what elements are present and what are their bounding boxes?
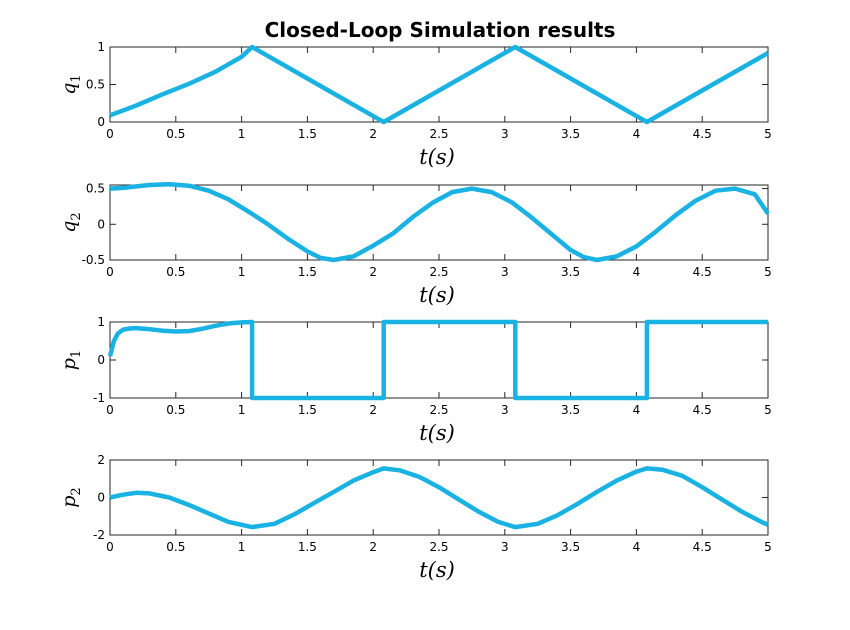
yaxis-label: q2 xyxy=(58,212,84,232)
xaxis-label: t(s) xyxy=(419,283,455,307)
yaxis-label-subscript: 1 xyxy=(69,350,84,358)
xtick-label: 4.5 xyxy=(693,127,712,141)
ytick-label: 0 xyxy=(97,353,105,367)
subplots-container: 0 0.5 1 1.5 2 2.5 3 3.5 4 4.5 500.51t(s)q10 0.5 1 1.5… xyxy=(58,40,772,582)
xtick-label: 4 xyxy=(633,403,641,417)
xtick-label: 1 xyxy=(238,540,246,554)
xtick-label: 3 xyxy=(501,265,509,279)
axes-frame-3 xyxy=(109,321,769,399)
xtick-label: 2.5 xyxy=(429,265,448,279)
xtick-label: 1 xyxy=(238,265,246,279)
yaxis-label-main: p xyxy=(58,496,80,508)
xtick-label: 4 xyxy=(633,127,641,141)
xtick-label: 2.5 xyxy=(429,540,448,554)
yaxis-label-subscript: 2 xyxy=(69,487,84,495)
xtick-label: 0.5 xyxy=(166,540,185,554)
axes-frame-4 xyxy=(109,459,769,536)
subplot-2: 0 0.5 1 1.5 2 2.5 3 3.5 4 4.5 5-0.500.5t(s)q2 xyxy=(58,182,772,307)
series-line-2 xyxy=(109,182,770,263)
xtick-label: 1 xyxy=(238,127,246,141)
xaxis-label: t(s) xyxy=(419,145,455,169)
yaxis-label-main: p xyxy=(58,358,80,370)
xtick-label: 1.5 xyxy=(298,127,317,141)
ytick-label: -1 xyxy=(93,391,105,405)
xtick-label: 3 xyxy=(501,403,509,417)
ytick-label: 2 xyxy=(97,453,105,467)
xtick-label: 5 xyxy=(764,127,772,141)
xtick-label: 5 xyxy=(764,540,772,554)
yaxis-label: q1 xyxy=(58,74,84,94)
xaxis-label: t(s) xyxy=(419,421,455,445)
xtick-label: 2 xyxy=(369,540,377,554)
series-line-4 xyxy=(109,466,769,530)
ytick-label: 1 xyxy=(97,315,105,329)
xtick-label: 1.5 xyxy=(298,540,317,554)
xtick-label: 0.5 xyxy=(166,127,185,141)
xtick-label: 5 xyxy=(764,403,772,417)
xtick-label: 3 xyxy=(501,540,509,554)
xtick-label: 0 xyxy=(106,403,114,417)
xtick-label: 3.5 xyxy=(561,127,580,141)
axes-frame-1 xyxy=(109,46,769,123)
yaxis-label: p1 xyxy=(58,350,84,370)
ytick-label: 0.5 xyxy=(86,78,105,92)
yaxis-label-main: q xyxy=(58,221,80,233)
xtick-label: 1 xyxy=(238,403,246,417)
yaxis-label-subscript: 1 xyxy=(69,74,84,82)
xtick-label: 2.5 xyxy=(429,127,448,141)
xtick-label: 3.5 xyxy=(561,540,580,554)
xtick-label: 0 xyxy=(106,127,114,141)
xtick-label: 5 xyxy=(764,265,772,279)
ytick-label: 0 xyxy=(97,491,105,505)
xtick-label: 4 xyxy=(633,265,641,279)
subplot-1: 0 0.5 1 1.5 2 2.5 3 3.5 4 4.5 500.51t(s)q1 xyxy=(58,40,772,169)
xtick-label: 2 xyxy=(369,403,377,417)
ytick-label: 1 xyxy=(97,40,105,54)
chart-title: Closed-Loop Simulation results xyxy=(265,18,616,42)
ytick-label: 0 xyxy=(97,217,105,231)
xtick-label: 2 xyxy=(369,127,377,141)
xtick-label: 4.5 xyxy=(693,540,712,554)
yaxis-label-main: q xyxy=(58,83,80,95)
series-line-1 xyxy=(109,44,770,125)
xtick-label: 4.5 xyxy=(693,403,712,417)
xtick-label: 0.5 xyxy=(166,403,185,417)
series-line-3 xyxy=(108,319,768,401)
ytick-label: 0 xyxy=(97,115,105,129)
xtick-label: 0.5 xyxy=(166,265,185,279)
xtick-label: 3 xyxy=(501,127,509,141)
ytick-label: -2 xyxy=(93,528,105,542)
xtick-label: 1.5 xyxy=(298,403,317,417)
yaxis-label-subscript: 2 xyxy=(69,212,84,220)
xaxis-label: t(s) xyxy=(419,558,455,582)
yaxis-label: p2 xyxy=(58,487,84,507)
xtick-label: 4.5 xyxy=(693,265,712,279)
ytick-label: 0.5 xyxy=(86,182,105,196)
xtick-label: 2.5 xyxy=(429,403,448,417)
ytick-label: -0.5 xyxy=(82,253,105,267)
xtick-label: 0 xyxy=(106,265,114,279)
xtick-label: 1.5 xyxy=(298,265,317,279)
xtick-label: 3.5 xyxy=(561,403,580,417)
xtick-label: 0 xyxy=(106,540,114,554)
xtick-label: 2 xyxy=(369,265,377,279)
xtick-label: 4 xyxy=(633,540,641,554)
xtick-label: 3.5 xyxy=(561,265,580,279)
